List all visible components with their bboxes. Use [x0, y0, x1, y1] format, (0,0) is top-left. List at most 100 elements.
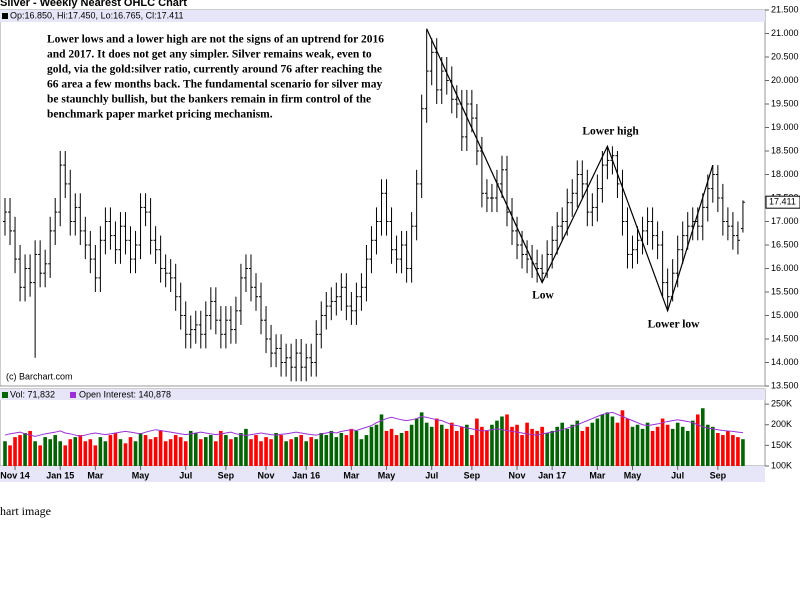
volume-bar — [63, 445, 68, 466]
volume-bar — [495, 420, 499, 466]
annotation-line: and 2017. It does not get any simpler. S… — [47, 49, 372, 61]
volume-bar — [334, 437, 339, 466]
volume-bar — [555, 426, 559, 466]
volume-bar — [38, 445, 42, 466]
volume-bar — [721, 435, 725, 466]
volume-bar — [264, 437, 268, 466]
y-tick-label: 13.500 — [771, 380, 799, 390]
annotation-line: gold, via the gold:silver ratio, current… — [47, 64, 382, 76]
volume-bar — [570, 424, 575, 466]
volume-bar — [485, 430, 489, 466]
volume-bar — [490, 424, 494, 466]
volume-bar — [550, 430, 554, 466]
volume-bar — [690, 420, 695, 466]
volume-bar — [590, 422, 595, 466]
volume-bar — [615, 422, 620, 466]
vol-y-tick-label: 150K — [771, 440, 792, 450]
volume-bar — [344, 435, 349, 466]
price-panel — [0, 9, 766, 387]
volume-bar — [158, 430, 163, 466]
copyright: (c) Barchart.com — [6, 371, 73, 381]
volume-bar — [670, 428, 675, 466]
x-tick-label: Jul — [671, 470, 684, 480]
volume-bar — [58, 441, 63, 466]
volume-bar — [389, 428, 394, 466]
volume-bar — [585, 426, 590, 466]
volume-bar — [711, 426, 715, 466]
x-tick-label: Nov 14 — [0, 470, 30, 480]
volume-bar — [23, 433, 27, 466]
volume-bar — [289, 439, 293, 466]
volume-bar — [560, 422, 565, 466]
volume-bar — [254, 435, 258, 466]
volume-bar — [595, 418, 600, 466]
volume-bar — [364, 435, 369, 466]
volume-bar — [660, 418, 665, 466]
volume-bar — [123, 443, 128, 466]
volume-legend-strip — [0, 389, 765, 400]
volume-bar — [339, 433, 344, 466]
volume-bar — [309, 437, 314, 466]
volume-bar — [108, 435, 113, 466]
volume-bar — [113, 433, 118, 466]
volume-bar — [163, 441, 168, 466]
volume-bar — [314, 439, 319, 466]
y-tick-label: 20.500 — [771, 51, 799, 61]
volume-bar — [369, 426, 374, 466]
volume-bar — [605, 412, 610, 466]
x-tick-label: Jul — [425, 470, 438, 480]
volume-bar — [68, 439, 73, 466]
volume-bar — [379, 414, 384, 466]
volume-bar — [244, 428, 248, 466]
x-tick-label: Jul — [179, 470, 192, 480]
volume-bar — [640, 428, 645, 466]
volume-bar — [33, 441, 37, 466]
volume-bar — [610, 416, 615, 466]
volume-bar — [234, 437, 238, 466]
volume-bar — [540, 426, 544, 466]
volume-bar — [394, 435, 399, 466]
volume-bar — [143, 435, 148, 466]
x-tick-label: Sep — [464, 470, 481, 480]
y-tick-label: 18.500 — [771, 145, 799, 155]
volume-bar — [178, 437, 183, 466]
volume-bar — [716, 433, 720, 466]
volume-bar — [269, 439, 273, 466]
y-tick-label: 14.500 — [771, 333, 799, 343]
volume-bar — [520, 435, 524, 466]
x-tick-label: Jan 17 — [538, 470, 566, 480]
x-tick-label: Mar — [87, 470, 104, 480]
volume-bar — [349, 428, 354, 466]
volume-bar — [93, 445, 98, 466]
trend-line — [426, 28, 714, 313]
volume-bar — [475, 418, 479, 466]
y-tick-label: 20.000 — [771, 75, 799, 85]
volume-bar — [324, 435, 329, 466]
y-tick-label: 15.000 — [771, 310, 799, 320]
volume-bar — [319, 433, 324, 466]
image-alt: hart image — [0, 504, 51, 518]
volume-bar — [118, 439, 123, 466]
annotation-line: 66 area a few months back. The fundament… — [47, 79, 382, 91]
y-tick-label: 19.500 — [771, 98, 799, 108]
volume-bar — [635, 424, 640, 466]
y-tick-label: 16.000 — [771, 263, 799, 273]
volume-bar — [500, 416, 504, 466]
volume-bar — [354, 430, 359, 466]
x-tick-label: Sep — [710, 470, 727, 480]
volume-bar — [8, 445, 12, 466]
volume-bar — [580, 430, 585, 466]
volume-bar — [128, 437, 133, 466]
x-tick-label: Sep — [218, 470, 235, 480]
volume-bar — [600, 414, 605, 466]
volume-bar — [741, 439, 745, 466]
volume-bar — [680, 426, 685, 466]
volume-bar — [294, 437, 298, 466]
volume-bar — [409, 424, 414, 466]
volume-bar — [103, 441, 108, 466]
oi-legend-swatch — [70, 392, 76, 398]
volume-bar — [249, 439, 253, 466]
x-tick-label: Mar — [589, 470, 606, 480]
volume-bar — [153, 437, 158, 466]
